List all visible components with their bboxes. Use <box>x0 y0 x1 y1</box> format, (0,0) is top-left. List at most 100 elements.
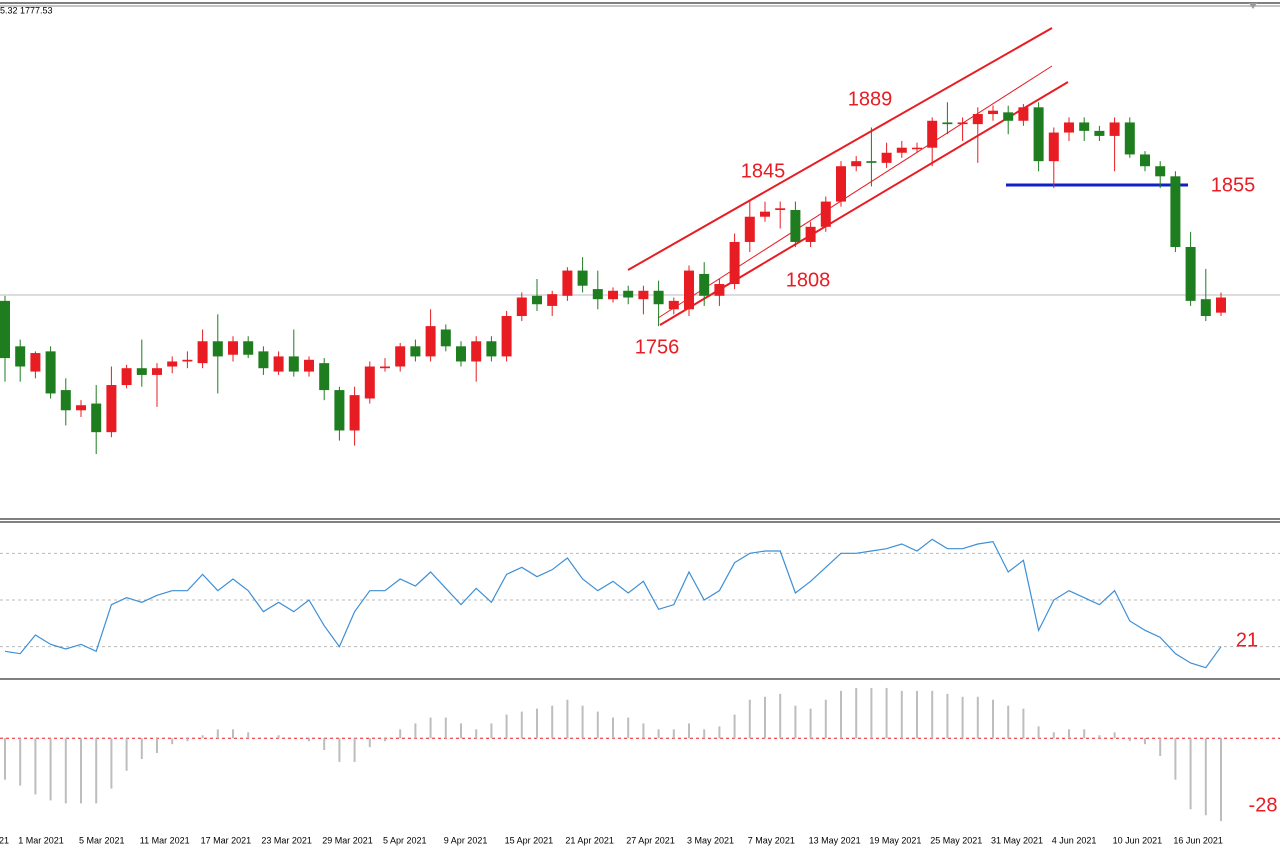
candle-body <box>334 390 345 431</box>
candle-body <box>957 122 968 125</box>
x-tick-label: 3 May 2021 <box>687 835 734 845</box>
x-tick-label: 7 May 2021 <box>748 835 795 845</box>
x-tick-label: 21 <box>0 835 9 845</box>
candle-body <box>592 289 603 300</box>
annotation: 1808 <box>786 269 831 291</box>
indicator-line <box>4 538 1222 669</box>
candle-body <box>167 361 178 367</box>
candle-body <box>562 270 573 296</box>
candle-body <box>866 161 877 163</box>
candle-body <box>212 341 223 357</box>
candle-body <box>440 329 451 347</box>
candle-body <box>942 122 953 125</box>
x-tick-label: 5 Mar 2021 <box>79 835 125 845</box>
x-tick-label: 9 Apr 2021 <box>444 835 488 845</box>
candle-body <box>1140 154 1150 167</box>
x-tick-label: 13 May 2021 <box>809 835 861 845</box>
candle-body <box>912 147 922 150</box>
candle-body <box>1003 112 1014 121</box>
candle-body <box>729 241 740 285</box>
candle-body <box>0 300 10 359</box>
candle-body <box>136 368 147 375</box>
annotation: 1845 <box>741 160 786 182</box>
candle-body <box>106 385 117 433</box>
candle-body <box>364 366 375 399</box>
candle-body <box>380 366 390 369</box>
x-tick-label: 25 May 2021 <box>930 835 982 845</box>
candle-body <box>243 341 254 355</box>
candle-body <box>927 120 938 148</box>
candle-body <box>744 216 755 242</box>
candle-body <box>30 353 41 372</box>
candle-body <box>684 270 694 310</box>
x-tick-label: 16 Jun 2021 <box>1173 835 1223 845</box>
candle-body <box>319 363 330 391</box>
candle-body <box>851 161 862 167</box>
candle-body <box>60 390 71 411</box>
candle-body <box>836 166 846 202</box>
header-info: 5.32 1777.53 <box>0 5 53 15</box>
candle-body <box>456 346 466 362</box>
candle-body <box>182 359 193 362</box>
candle-body <box>258 351 269 369</box>
candle-body <box>395 346 406 367</box>
candle-body <box>714 284 725 296</box>
x-tick-label: 10 Jun 2021 <box>1113 835 1163 845</box>
candle-body <box>1048 132 1059 162</box>
x-tick-label: 19 May 2021 <box>869 835 921 845</box>
x-tick-label: 27 Apr 2021 <box>626 835 675 845</box>
candle-body <box>425 326 436 357</box>
x-tick-label: 15 Apr 2021 <box>505 835 554 845</box>
candle-body <box>1155 166 1166 177</box>
channel-line <box>659 81 1069 326</box>
x-tick-label: 21 Apr 2021 <box>565 835 614 845</box>
channel-line <box>657 65 1053 319</box>
candle-body <box>410 346 421 357</box>
candle-body <box>228 341 238 355</box>
x-tick-label: 29 Mar 2021 <box>322 835 373 845</box>
candle-body <box>91 403 102 433</box>
candle-body <box>1079 122 1090 131</box>
candle-body <box>516 297 527 317</box>
candle-body <box>623 290 634 298</box>
candle-body <box>805 226 816 242</box>
candle-body <box>152 368 162 375</box>
candle-body <box>1170 176 1181 248</box>
annotation: 1756 <box>635 336 680 358</box>
candle-body <box>288 356 299 372</box>
candle-body <box>15 346 26 367</box>
candle-body <box>76 405 86 411</box>
candle-body <box>881 152 892 163</box>
annotation: 1855 <box>1211 174 1256 196</box>
candle-body <box>501 316 512 357</box>
candle-body <box>304 359 314 372</box>
candle-body <box>486 341 497 357</box>
candle-body <box>668 300 679 310</box>
candle-body <box>349 395 360 431</box>
annotation: -28 <box>1249 794 1278 816</box>
annotation: 21 <box>1236 629 1258 651</box>
x-tick-label: 4 Jun 2021 <box>1052 835 1097 845</box>
candle-body <box>547 294 558 306</box>
candle-body <box>972 114 983 125</box>
candle-body <box>699 273 710 296</box>
candle-body <box>775 208 786 210</box>
candle-body <box>1064 122 1074 133</box>
x-tick-label: 23 Mar 2021 <box>261 835 312 845</box>
candle-body <box>1200 299 1211 317</box>
candle-body <box>1216 297 1226 313</box>
candle-body <box>760 211 770 217</box>
candle-body <box>790 209 801 242</box>
candle-body <box>197 341 208 364</box>
x-tick-label: 1 Mar 2021 <box>18 835 64 845</box>
candle-body <box>988 110 998 115</box>
x-tick-label: 5 Apr 2021 <box>383 835 427 845</box>
candle-body <box>638 290 649 300</box>
candle-body <box>1094 130 1105 136</box>
candle-body <box>896 147 907 153</box>
channel-line <box>627 27 1053 271</box>
candle-body <box>820 201 831 227</box>
candle-body <box>45 351 56 394</box>
